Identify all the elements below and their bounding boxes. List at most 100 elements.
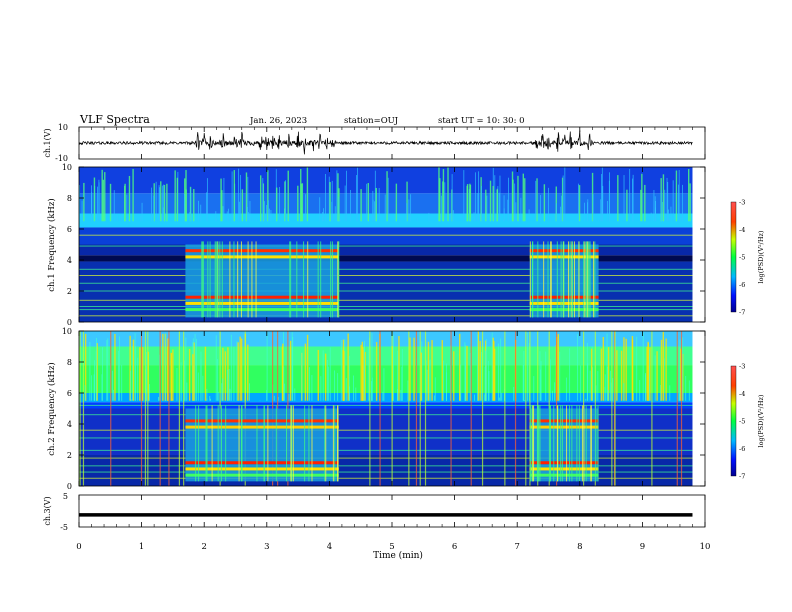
station-label: station=OUJ — [344, 116, 399, 126]
spectrogram-streak — [113, 190, 115, 222]
spectrogram-streak — [198, 200, 199, 222]
spectrogram-streak — [498, 343, 499, 401]
emission-streak — [533, 405, 535, 482]
spectrogram-streak — [288, 393, 290, 401]
spectrogram-streak — [151, 187, 153, 222]
spectrogram-streak — [217, 391, 219, 401]
emission-streak — [561, 405, 563, 482]
spectrogram-streak — [102, 179, 105, 222]
spectrogram-streak — [270, 210, 272, 222]
spectrogram-streak — [426, 369, 428, 401]
spectrogram-streak — [527, 332, 528, 401]
spectrogram-streak — [227, 347, 229, 401]
emission-streak — [330, 241, 332, 318]
spectrogram-streak — [165, 400, 167, 401]
spectrogram-streak — [487, 217, 489, 222]
emission-streak — [585, 241, 587, 318]
spectrogram-streak — [287, 170, 289, 222]
spectrogram-streak — [128, 175, 131, 222]
spectrogram-streak — [478, 171, 480, 222]
spectrogram-streak — [477, 193, 479, 222]
spectrogram-streak — [438, 167, 440, 222]
spectrogram-streak — [285, 180, 286, 222]
spectrogram-streak — [348, 355, 350, 401]
spectrogram-streak — [564, 167, 566, 222]
emission-streak — [255, 241, 257, 318]
emission-streak — [296, 241, 298, 318]
spectrogram-streak — [197, 372, 199, 401]
spectrogram-streak — [655, 207, 656, 222]
spectrogram-streak — [320, 376, 322, 401]
emission-streak — [595, 405, 597, 482]
spectrogram-streak — [144, 331, 147, 486]
spectrogram-streak — [230, 334, 232, 401]
spectrogram-streak — [503, 208, 505, 222]
spectrogram-streak — [350, 189, 352, 222]
spectrogram-line — [79, 309, 693, 311]
spectrogram-line — [79, 477, 693, 479]
emission-streak — [547, 241, 549, 318]
spectrogram-streak — [587, 202, 588, 222]
emission-streak — [229, 241, 231, 318]
spectrogram-streak — [522, 173, 524, 222]
spectrogram-streak — [344, 185, 346, 222]
spectrogram-streak — [126, 194, 128, 222]
colorbar-tick-label: -6 — [739, 281, 745, 289]
spectrogram-streak — [81, 200, 83, 222]
emission-streak — [553, 405, 555, 482]
spectrogram-streak — [159, 187, 161, 222]
spectrogram-streak — [266, 331, 268, 401]
spectrogram-streak — [524, 400, 525, 401]
spectrogram-streak — [492, 185, 494, 222]
spectrogram-band — [79, 408, 693, 455]
spectrogram-streak — [557, 334, 560, 401]
spectrogram-streak — [344, 339, 346, 401]
spectrogram-band — [79, 261, 693, 322]
spectrogram-streak — [491, 332, 493, 401]
emission-streak — [589, 241, 591, 318]
emission-streak — [256, 405, 258, 482]
emission-band — [185, 425, 339, 429]
spectrogram-streak — [645, 372, 646, 401]
spectrogram-streak — [609, 172, 610, 222]
spectrogram-streak — [408, 331, 410, 486]
spectrogram-streak — [228, 369, 230, 401]
spectrogram-streak — [469, 183, 471, 222]
spectrogram-streak — [431, 340, 433, 401]
emission-streak — [538, 405, 540, 482]
spectrogram-streak — [672, 180, 674, 222]
spectrogram-streak — [474, 394, 475, 401]
emission-streak — [337, 405, 339, 482]
emission-streak — [543, 241, 545, 318]
spectrogram-streak — [508, 177, 509, 222]
spectrogram-streak — [676, 331, 678, 486]
spectrogram-streak — [580, 365, 582, 401]
emission-streak — [576, 405, 578, 482]
spectrogram-streak — [441, 340, 443, 401]
spectrogram-streak — [264, 201, 265, 222]
spectrogram-streak — [190, 187, 191, 222]
spectrogram-streak — [291, 332, 293, 401]
spectrogram-streak — [428, 212, 430, 222]
spectrogram-streak — [479, 340, 481, 401]
spectrogram-streak — [356, 218, 358, 222]
spectrogram-streak — [682, 184, 683, 222]
spectrogram-streak — [616, 350, 618, 401]
spectrogram-streak — [644, 184, 646, 222]
emission-band — [529, 461, 599, 465]
spectrogram-streak — [654, 355, 656, 401]
spectrogram-streak — [407, 380, 409, 401]
spectrogram-streak — [168, 331, 170, 486]
emission-streak — [569, 241, 571, 318]
emission-streak — [263, 405, 265, 482]
spectrogram-streak — [688, 380, 690, 401]
spectrogram-streak — [560, 206, 561, 222]
emission-streak — [569, 405, 571, 482]
spectrogram-streak — [602, 336, 605, 401]
spectrogram-streak — [372, 199, 374, 222]
spectrogram-streak — [585, 398, 587, 401]
spectrogram-streak — [132, 345, 133, 401]
spectrogram-streak — [84, 385, 86, 401]
freq-tick-label: 2 — [67, 287, 72, 296]
spectrogram-streak — [401, 348, 403, 401]
